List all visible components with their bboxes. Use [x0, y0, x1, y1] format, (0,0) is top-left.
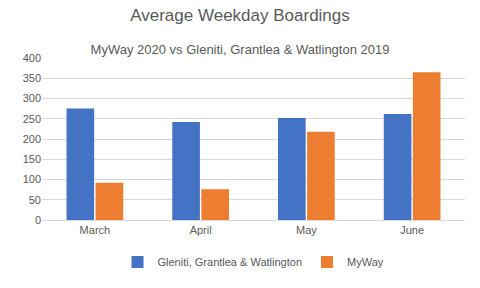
svg-text:200: 200: [23, 133, 41, 145]
svg-text:May: May: [296, 224, 317, 236]
svg-text:250: 250: [23, 113, 41, 125]
svg-text:50: 50: [29, 194, 41, 206]
svg-text:400: 400: [23, 52, 41, 64]
svg-text:June: June: [400, 224, 424, 236]
svg-text:0: 0: [35, 214, 41, 226]
svg-text:MyWay 2020 vs Gleniti, Grantle: MyWay 2020 vs Gleniti, Grantlea & Watlin…: [91, 42, 390, 57]
svg-text:350: 350: [23, 72, 41, 84]
svg-text:April: April: [190, 224, 212, 236]
svg-text:Gleniti, Grantlea & Watlington: Gleniti, Grantlea & Watlington: [158, 256, 303, 268]
svg-text:Average Weekday Boardings: Average Weekday Boardings: [130, 6, 350, 25]
svg-text:300: 300: [23, 92, 41, 104]
svg-text:MyWay: MyWay: [347, 256, 384, 268]
svg-text:March: March: [80, 224, 111, 236]
svg-text:100: 100: [23, 173, 41, 185]
svg-text:150: 150: [23, 153, 41, 165]
